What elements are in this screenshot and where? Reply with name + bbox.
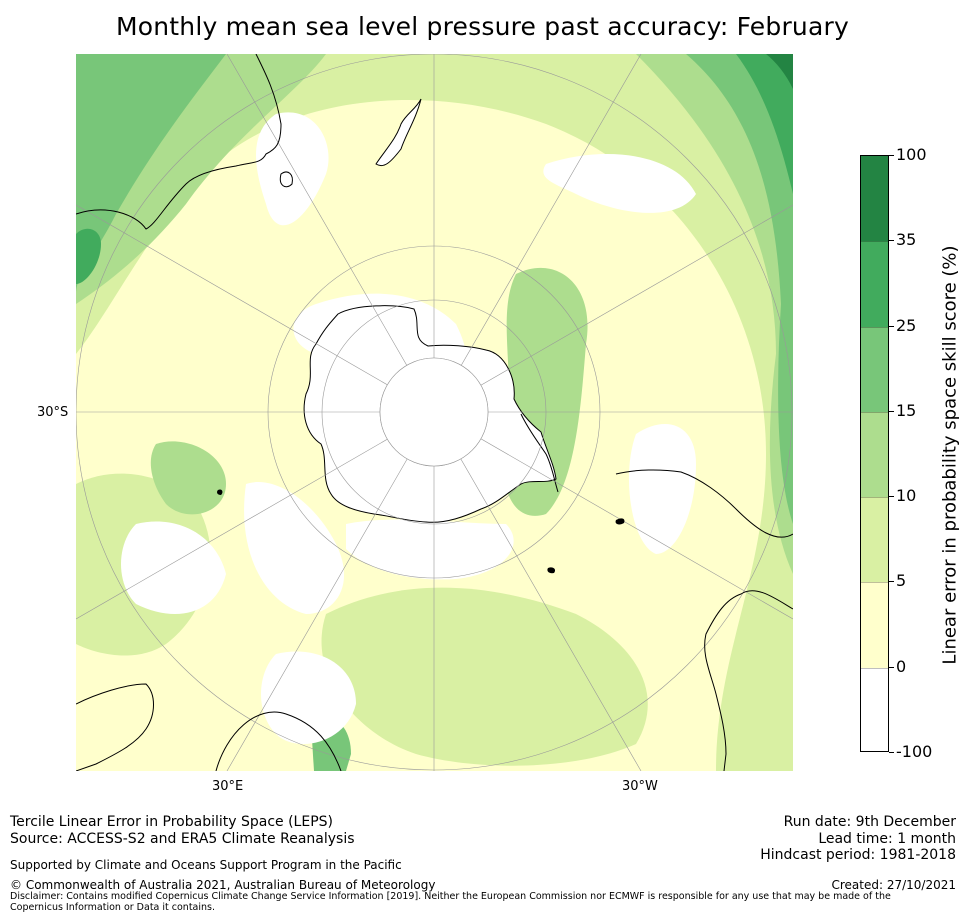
colorbar-tick-label: -100 xyxy=(896,742,933,761)
island-indian-ocean xyxy=(217,489,223,495)
field-mid-green-east xyxy=(686,54,793,524)
field-white-north xyxy=(256,112,329,226)
colorbar-tick xyxy=(889,326,894,327)
colorbar-tick xyxy=(889,411,894,412)
colorbar-tick-label: 100 xyxy=(896,145,927,164)
colorbar-segment xyxy=(861,411,888,499)
footer-lead-time: Lead time: 1 month xyxy=(818,831,956,847)
colorbar-segment xyxy=(861,497,888,584)
map-svg xyxy=(76,54,793,771)
field-white-ring-east xyxy=(628,424,696,554)
colorbar-tick xyxy=(889,667,894,668)
field-darkest-green-corner xyxy=(766,54,793,89)
south-georgia-outline xyxy=(547,567,556,574)
colorbar-tick-label: 10 xyxy=(896,486,917,505)
colorbar-tick-label: 0 xyxy=(896,657,907,676)
latitude-label: 30°S xyxy=(37,405,69,420)
longitude-label-west: 30°W xyxy=(622,779,658,794)
colorbar xyxy=(860,155,889,752)
footer-source-line: Source: ACCESS-S2 and ERA5 Climate Reana… xyxy=(10,831,355,847)
colorbar-tick xyxy=(889,155,894,156)
colorbar-segment xyxy=(861,582,888,670)
footer-created: Created: 27/10/2021 xyxy=(831,878,956,892)
colorbar-segment xyxy=(861,326,888,414)
field-white-southwest xyxy=(121,521,226,614)
australia-outline xyxy=(76,54,282,230)
footer-hindcast: Hindcast period: 1981-2018 xyxy=(760,847,956,863)
field-green-northeast xyxy=(636,54,793,574)
map-panel xyxy=(76,54,793,771)
chart-title: Monthly mean sea level pressure past acc… xyxy=(116,12,849,41)
colorbar-tick-label: 25 xyxy=(896,316,917,335)
new-zealand-outline xyxy=(375,98,422,167)
field-white-northeast xyxy=(543,154,696,213)
colorbar-tick-label: 5 xyxy=(896,571,907,590)
colorbar-segment xyxy=(861,241,888,329)
field-light-green-south xyxy=(321,587,648,766)
field-green-west-blob xyxy=(150,441,226,515)
colorbar-segment xyxy=(861,156,888,242)
colorbar-tick xyxy=(889,240,894,241)
field-dark-green-corner xyxy=(736,54,793,194)
colorbar-tick-label: 15 xyxy=(896,401,917,420)
colorbar-segment xyxy=(861,667,888,751)
colorbar-label: Linear error in probability space skill … xyxy=(939,245,961,665)
colorbar-tick xyxy=(889,581,894,582)
field-mid-green-northwest xyxy=(76,54,226,294)
colorbar-tick xyxy=(889,496,894,497)
field-white-south xyxy=(261,651,356,744)
footer-copyright: © Commonwealth of Australia 2021, Austra… xyxy=(10,878,436,892)
madagascar-outline xyxy=(215,711,342,771)
field-dark-green-west-edge xyxy=(76,228,101,284)
tasmania-outline xyxy=(279,171,293,188)
pole-hole xyxy=(379,357,489,467)
colorbar-tick-label: 35 xyxy=(896,230,917,249)
field-white-ring xyxy=(244,482,345,614)
falklands-outline xyxy=(615,518,625,525)
footer-leps-line: Tercile Linear Error in Probability Spac… xyxy=(10,814,333,830)
field-white-ring-south xyxy=(346,519,514,580)
colorbar-tick xyxy=(889,752,894,753)
antarctic-peninsula xyxy=(520,413,559,493)
africa-outline xyxy=(76,683,154,771)
footer-support-line: Supported by Climate and Oceans Support … xyxy=(10,858,402,872)
footer-disclaimer: Disclaimer: Contains modified Copernicus… xyxy=(10,891,891,913)
south-america-outline xyxy=(615,469,793,771)
longitude-label-east: 30°E xyxy=(212,779,244,794)
footer-run-date: Run date: 9th December xyxy=(783,814,956,830)
